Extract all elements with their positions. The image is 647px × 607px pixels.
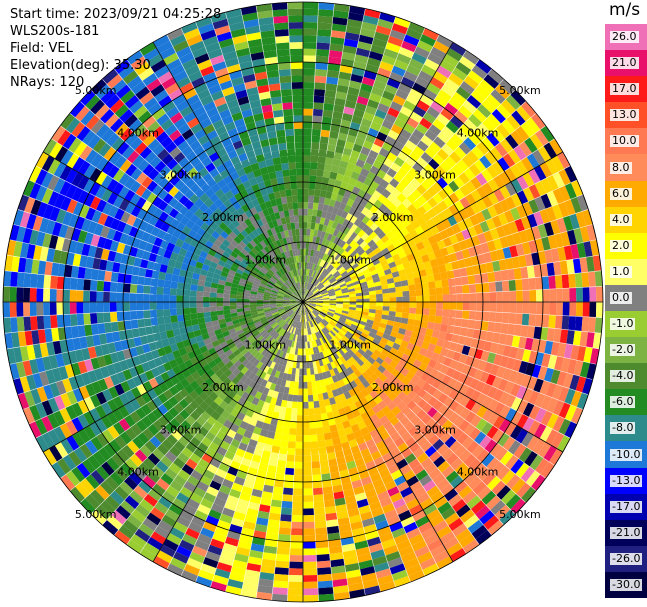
azimuth-spoke <box>302 41 454 303</box>
ring-label: 1.00km <box>329 254 371 267</box>
ring-label: 4.00km <box>457 126 499 139</box>
colorbar-unit: m/s <box>609 0 641 20</box>
field-text: Field: VEL <box>10 41 73 56</box>
colorbar-label: 13.0 <box>610 108 639 122</box>
ring-label: 2.00km <box>372 381 414 394</box>
ring-label: 4.00km <box>117 466 159 479</box>
ring-label: 3.00km <box>414 169 456 182</box>
instrument-text: WLS200s-181 <box>10 24 100 39</box>
ring-label: 3.00km <box>160 423 202 436</box>
colorbar-label: 4.0 <box>610 212 632 226</box>
azimuth-spoke <box>42 301 304 453</box>
azimuth-spoke <box>42 151 304 303</box>
colorbar-label: 2.0 <box>610 238 632 252</box>
scan-info: Start time: 2023/09/21 04:25:28 WLS200s-… <box>10 6 221 91</box>
velocity-gates <box>3 2 603 602</box>
colorbar-label: 6.0 <box>610 186 632 200</box>
elevation-text: Elevation(deg): 35.30 <box>10 58 151 73</box>
ring-label: 3.00km <box>160 169 202 182</box>
ring-label: 5.00km <box>499 508 541 521</box>
nrays-text: NRays: 120 <box>10 75 85 90</box>
colorbar-label: -2.0 <box>610 343 636 357</box>
ring-label: 5.00km <box>499 84 541 97</box>
velocity-colorbar: 26.0 21.0 17.0 13.0 10.0 8.0 6.0 4.0 2.0 1.0 0.0 -1… <box>605 24 647 599</box>
ring-label: 2.00km <box>202 211 244 224</box>
colorbar-label: -13.0 <box>610 473 643 487</box>
ring-label: 5.00km <box>75 84 117 97</box>
azimuth-spoke <box>302 301 564 453</box>
colorbar-label: 26.0 <box>610 30 639 44</box>
ring-label: 1.00km <box>329 338 371 351</box>
colorbar-label: -4.0 <box>610 369 636 383</box>
ring-label: 2.00km <box>202 381 244 394</box>
colorbar-label: -17.0 <box>610 499 643 513</box>
start-time-text: Start time: 2023/09/21 04:25:28 <box>10 7 222 22</box>
colorbar-label: 21.0 <box>610 56 639 70</box>
colorbar-label: 17.0 <box>610 82 639 96</box>
ring-label: 4.00km <box>457 466 499 479</box>
ppi-velocity-plot: 1.00km 2.00km 3.00km 4.00km 5.00km 1.00km 2.00… <box>2 1 604 603</box>
azimuth-spoke <box>302 151 564 303</box>
azimuth-spoke <box>152 301 304 563</box>
azimuth-spoke <box>302 301 454 563</box>
colorbar-label: -26.0 <box>610 551 643 565</box>
ring-label: 1.00km <box>245 254 287 267</box>
ring-label: 4.00km <box>117 126 159 139</box>
colorbar-label: 10.0 <box>610 134 639 148</box>
colorbar-label: 1.0 <box>610 264 632 278</box>
colorbar-label: -6.0 <box>610 395 636 409</box>
colorbar-label: -8.0 <box>610 421 636 435</box>
ring-label: 1.00km <box>245 338 287 351</box>
colorbar-label: 8.0 <box>610 160 632 174</box>
colorbar-label: -1.0 <box>610 317 636 331</box>
colorbar-label: -21.0 <box>610 525 643 539</box>
azimuth-spoke <box>152 41 304 303</box>
colorbar-label: -30.0 <box>610 577 643 591</box>
ring-label: 5.00km <box>75 508 117 521</box>
ring-label: 2.00km <box>372 211 414 224</box>
colorbar-label: -10.0 <box>610 447 643 461</box>
colorbar-label: 0.0 <box>610 290 632 304</box>
ring-label: 3.00km <box>414 423 456 436</box>
